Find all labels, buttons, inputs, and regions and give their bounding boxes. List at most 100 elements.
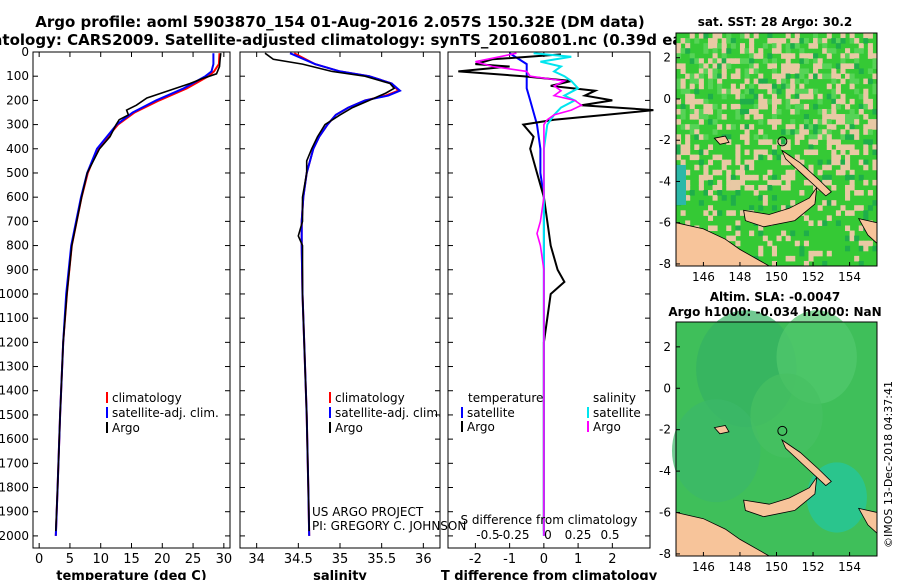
- sst-cell: [739, 83, 746, 90]
- sst-cell: [840, 164, 846, 171]
- sst-cell: [707, 93, 714, 100]
- sst-cell: [867, 119, 873, 125]
- sst-cell: [835, 119, 841, 125]
- sst-cell: [739, 43, 746, 49]
- sst-cell: [762, 43, 768, 49]
- sst-cell: [703, 48, 709, 54]
- sst-cell: [826, 200, 832, 206]
- sst-cell: [863, 245, 869, 252]
- sst-cell: [726, 38, 732, 44]
- sst-cell: [867, 48, 873, 54]
- sst-cell: [835, 73, 841, 80]
- sst-cell: [698, 108, 704, 115]
- sst-cell: [863, 149, 869, 156]
- sst-cell: [689, 53, 695, 59]
- sst-cell: [739, 179, 746, 186]
- sst-cell: [698, 83, 704, 90]
- x-tick-label: 2: [608, 552, 616, 567]
- sst-cell: [717, 154, 723, 161]
- sst-cell: [854, 63, 860, 69]
- sst-cell: [694, 144, 700, 150]
- sst-cell: [707, 43, 714, 49]
- profile-location-marker: [777, 425, 788, 436]
- x-tick-label: 148: [729, 560, 752, 574]
- sst-cell: [826, 83, 832, 90]
- sst-cell: [840, 93, 846, 100]
- sst-cell: [753, 190, 759, 196]
- sst-cell: [872, 200, 878, 206]
- sst-cell: [680, 124, 686, 130]
- sst-cell: [689, 129, 695, 135]
- s-tick-label: 0.5: [600, 528, 619, 542]
- sst-cell: [790, 88, 796, 95]
- sst-cell: [717, 33, 723, 39]
- sst-cell: [867, 78, 873, 85]
- sst-cell: [758, 73, 764, 80]
- sst-cell: [858, 190, 864, 196]
- sst-cell: [854, 129, 860, 135]
- sst-cell: [845, 154, 851, 161]
- sst-cell: [822, 48, 828, 54]
- sst-cell: [817, 129, 823, 135]
- sst-cell: [726, 174, 732, 181]
- sst-cell: [831, 78, 837, 85]
- sst-cell: [721, 68, 727, 75]
- sst-cell: [817, 63, 823, 69]
- y-tick-label: -8: [659, 257, 671, 271]
- sst-cell: [717, 114, 723, 120]
- sst-cell: [835, 114, 841, 120]
- y-tick-label: 1800: [0, 481, 29, 495]
- sst-cell: [694, 38, 700, 44]
- sst-cell: [694, 154, 700, 161]
- sst-cell: [758, 53, 764, 59]
- sst-cell: [717, 78, 723, 85]
- sst-cell: [813, 43, 819, 49]
- sst-cell: [744, 98, 750, 105]
- sst-cell: [813, 103, 819, 110]
- sst-cell: [794, 63, 800, 69]
- sst-cell: [771, 73, 777, 80]
- sst-cell: [794, 240, 800, 247]
- sst-cell: [849, 124, 855, 130]
- sst-cell: [790, 68, 796, 75]
- sst-cell: [744, 58, 750, 64]
- sst-cell: [698, 33, 704, 39]
- sst-cell: [721, 63, 727, 69]
- sst-cell: [707, 205, 714, 211]
- sst-cell: [849, 53, 855, 59]
- sst-cell: [863, 124, 869, 130]
- sst-cell: [794, 78, 800, 85]
- sst-cell: [776, 119, 782, 125]
- sst-cell: [822, 179, 828, 186]
- sst-cell: [767, 119, 773, 125]
- sst-cell: [849, 63, 855, 69]
- sst-cell: [762, 83, 768, 90]
- sst-cell: [676, 154, 682, 161]
- sst-cell: [790, 63, 796, 69]
- sla-map-panel: 146 148 150 152 154 2 0 -2 -4 -6 -8 Altim. SLA: -0.…: [659, 290, 882, 574]
- sst-cell: [744, 129, 750, 135]
- sst-cell: [771, 119, 777, 125]
- sst-cell: [776, 88, 782, 95]
- sst-cell: [689, 190, 695, 196]
- sst-cell: [867, 98, 873, 105]
- sst-cell: [840, 149, 846, 156]
- sst-cell: [712, 48, 718, 54]
- sst-cell: [698, 174, 704, 181]
- x-tick-label: 146: [692, 270, 715, 284]
- sst-cell: [867, 190, 873, 196]
- legend-title-salinity: salinity: [593, 391, 636, 405]
- x-tick-label: 148: [729, 270, 752, 284]
- sst-cell: [840, 114, 846, 120]
- sst-cell: [689, 114, 695, 120]
- sst-cell: [872, 53, 878, 59]
- sst-cell: [730, 103, 736, 110]
- sst-cell: [826, 124, 832, 130]
- sst-cell: [758, 250, 764, 257]
- sst-cell: [726, 159, 732, 166]
- sst-cell: [785, 58, 791, 64]
- sst-cell: [867, 103, 873, 110]
- sst-cell: [799, 159, 805, 166]
- sst-cell: [872, 149, 878, 156]
- sst-cell: [730, 174, 736, 181]
